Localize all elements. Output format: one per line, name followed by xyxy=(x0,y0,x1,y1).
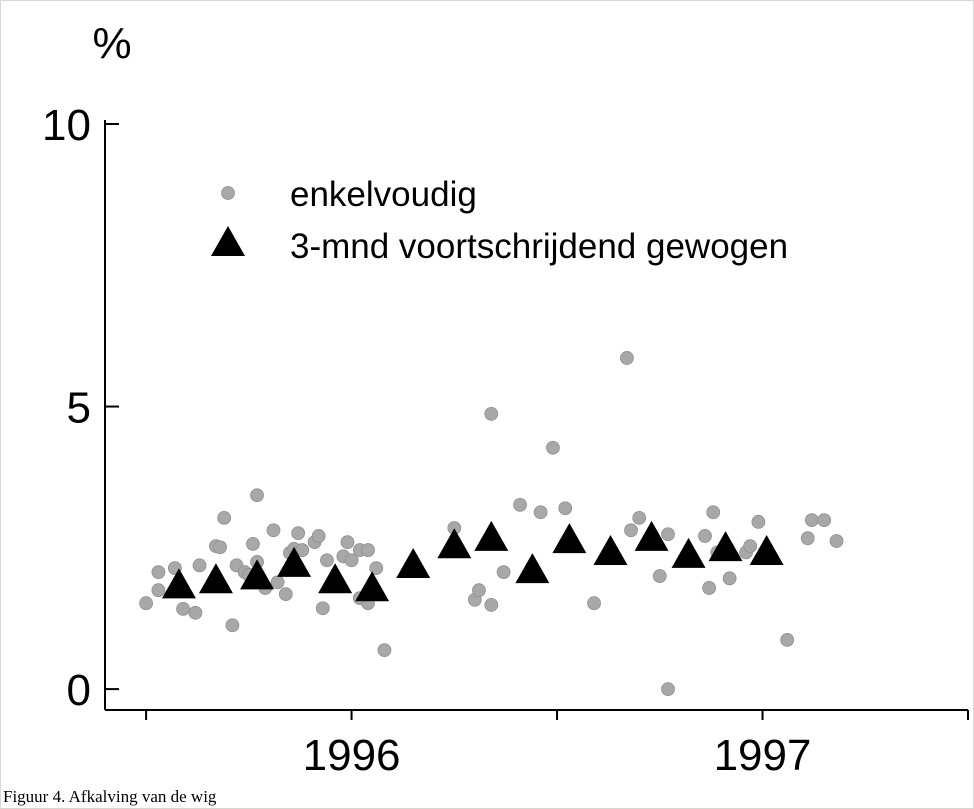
scatter-point xyxy=(751,514,766,529)
scatter-point xyxy=(484,406,499,421)
scatter-point xyxy=(291,526,306,541)
scatter-point xyxy=(217,510,232,525)
scatter-point xyxy=(804,513,819,528)
scatter-point xyxy=(722,571,737,586)
triangle-point xyxy=(474,520,509,551)
scatter-point xyxy=(661,682,675,696)
triangle-point xyxy=(198,563,233,594)
scatter-point xyxy=(624,523,638,538)
scatter-point xyxy=(151,565,166,580)
scatter-point xyxy=(661,527,675,542)
y-tick-label: 5 xyxy=(67,384,91,433)
scatter-point xyxy=(706,505,721,520)
scatter-point xyxy=(369,561,384,576)
triangle-point xyxy=(240,559,275,590)
scatter-point xyxy=(513,497,527,512)
scatter-point xyxy=(192,558,207,573)
legend-marker xyxy=(211,226,245,256)
triangle-point xyxy=(671,537,706,568)
scatter-point xyxy=(780,633,795,647)
scatter-point xyxy=(377,643,392,658)
triangle-point xyxy=(437,528,472,559)
scatter-point xyxy=(344,553,359,568)
legend-marker xyxy=(221,186,235,200)
x-tick-label: 1997 xyxy=(714,731,812,780)
scatter-point xyxy=(546,440,560,455)
scatter-point xyxy=(632,510,647,525)
scatter-point xyxy=(270,575,285,590)
triangle-point xyxy=(593,535,628,566)
scatter-point xyxy=(151,583,166,598)
scatter-point xyxy=(829,534,844,548)
scatter-point xyxy=(472,583,486,598)
scatter-point xyxy=(558,501,573,516)
triangle-point xyxy=(515,553,550,584)
scatter-point xyxy=(320,553,334,568)
scatter-point xyxy=(188,605,203,620)
triangle-point xyxy=(749,535,784,566)
scatter-point xyxy=(278,587,293,602)
y-tick-label: 10 xyxy=(42,101,91,150)
scatter-point xyxy=(213,540,227,555)
scatter-point xyxy=(315,601,330,616)
scatter-point xyxy=(533,505,548,520)
triangle-point xyxy=(277,546,312,577)
triangle-point xyxy=(396,548,431,579)
scatter-point xyxy=(702,581,716,595)
triangle-point xyxy=(355,571,390,602)
scatter-point xyxy=(800,531,815,546)
x-tick-label: 1996 xyxy=(303,731,401,780)
scatter-point xyxy=(246,536,260,551)
scatter-point xyxy=(484,597,499,612)
triangle-point xyxy=(552,523,587,554)
scatter-point xyxy=(139,596,153,611)
scatter-point xyxy=(496,565,511,580)
scatter-point xyxy=(361,543,375,557)
y-tick-label: 0 xyxy=(67,666,91,715)
scatter-point xyxy=(620,351,634,365)
scatter-point xyxy=(340,535,355,550)
scatter-point xyxy=(250,488,264,503)
legend-label: enkelvoudig xyxy=(290,175,477,214)
scatter-point xyxy=(743,539,758,554)
triangle-point xyxy=(318,563,353,594)
y-axis-label: % xyxy=(92,19,131,68)
scatter-point xyxy=(817,513,832,528)
scatter-point xyxy=(652,569,667,583)
scatter-point xyxy=(587,596,601,611)
scatter-point xyxy=(176,601,190,616)
legend-label: 3-mnd voortschrijdend gewogen xyxy=(290,227,788,266)
caption: Figuur 4. Afkalving van de wig xyxy=(3,787,217,806)
triangle-point xyxy=(634,520,669,551)
scatter-point xyxy=(266,523,281,538)
scatter-point xyxy=(311,529,326,543)
scatter-point xyxy=(225,618,240,633)
scatter-point xyxy=(698,529,712,543)
triangle-point xyxy=(161,568,196,599)
triangle-point xyxy=(708,531,743,562)
